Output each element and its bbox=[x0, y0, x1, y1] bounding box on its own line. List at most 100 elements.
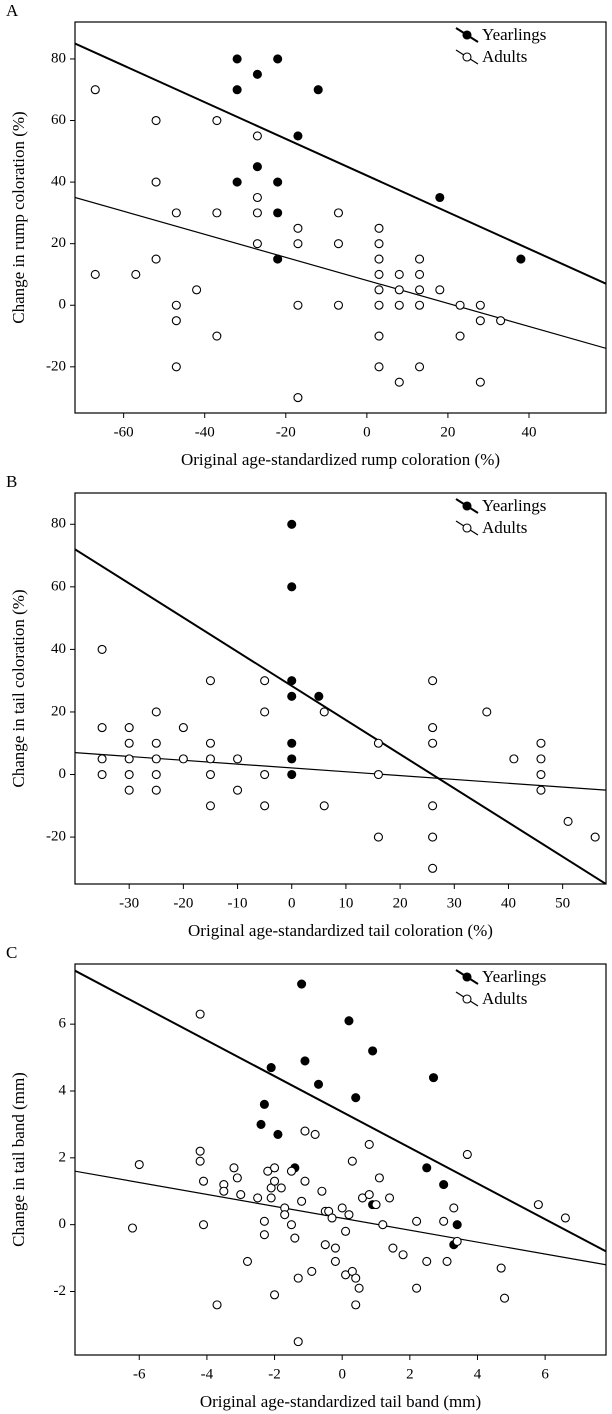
point bbox=[256, 1119, 266, 1129]
point bbox=[151, 738, 161, 748]
point bbox=[151, 707, 161, 717]
point bbox=[212, 331, 222, 341]
point bbox=[428, 863, 438, 873]
point bbox=[252, 162, 262, 172]
point bbox=[341, 1226, 351, 1236]
point bbox=[287, 738, 297, 748]
point bbox=[269, 1290, 280, 1300]
point bbox=[422, 1163, 432, 1173]
trend-line bbox=[75, 969, 606, 1253]
y-tick-label: 2 bbox=[59, 1149, 67, 1165]
point bbox=[286, 1166, 297, 1176]
point bbox=[252, 208, 262, 218]
legend-label: Yearlings bbox=[482, 496, 546, 515]
x-tick-label: -40 bbox=[195, 424, 215, 440]
point bbox=[212, 115, 222, 126]
y-tick-label: 0 bbox=[59, 766, 67, 782]
legend-marker bbox=[462, 972, 472, 982]
x-axis-title: Original age-standardized tail band (mm) bbox=[200, 1392, 481, 1411]
point bbox=[428, 738, 438, 748]
x-tick-label: 0 bbox=[338, 1366, 346, 1382]
point bbox=[320, 1240, 330, 1250]
point bbox=[317, 1186, 327, 1196]
y-tick-label: 40 bbox=[51, 641, 66, 657]
point bbox=[171, 316, 181, 326]
point bbox=[344, 1210, 354, 1220]
x-axis-title: Original age-standardized rump coloratio… bbox=[181, 450, 500, 469]
point bbox=[310, 1129, 320, 1139]
point bbox=[314, 691, 324, 701]
point bbox=[195, 1009, 205, 1019]
point bbox=[354, 1283, 364, 1293]
point bbox=[347, 1156, 357, 1166]
point bbox=[412, 1283, 422, 1293]
point bbox=[374, 300, 384, 310]
point bbox=[233, 754, 243, 764]
point bbox=[435, 285, 445, 295]
point bbox=[252, 131, 262, 141]
x-tick-label: 40 bbox=[521, 424, 536, 440]
point bbox=[374, 362, 384, 372]
x-tick-label: 4 bbox=[474, 1366, 482, 1382]
point bbox=[428, 832, 438, 842]
point bbox=[496, 316, 506, 326]
trend-line bbox=[75, 548, 606, 884]
x-tick-label: 40 bbox=[501, 895, 516, 911]
y-tick-label: 40 bbox=[51, 174, 66, 190]
point bbox=[422, 1256, 432, 1266]
x-tick-label: 10 bbox=[338, 895, 353, 911]
point bbox=[205, 738, 216, 748]
point bbox=[327, 1213, 337, 1223]
point bbox=[300, 1056, 310, 1066]
y-tick-label: 20 bbox=[51, 703, 66, 719]
point bbox=[198, 1220, 209, 1230]
point bbox=[212, 208, 222, 218]
point bbox=[287, 769, 297, 780]
x-tick-label: 30 bbox=[447, 895, 462, 911]
point bbox=[97, 723, 107, 733]
x-tick-label: 2 bbox=[406, 1366, 414, 1382]
point bbox=[293, 1337, 303, 1347]
point bbox=[455, 300, 465, 310]
y-tick-label: 6 bbox=[59, 1016, 67, 1032]
legend-label: Adults bbox=[482, 518, 527, 537]
point bbox=[374, 239, 384, 249]
y-axis-title: Change in tail band (mm) bbox=[9, 1072, 28, 1247]
legend-marker bbox=[462, 523, 472, 533]
panel-label: A bbox=[6, 1, 19, 20]
point bbox=[394, 300, 404, 310]
point bbox=[374, 285, 384, 295]
point bbox=[276, 1183, 286, 1193]
point bbox=[287, 676, 297, 686]
point bbox=[374, 1173, 384, 1183]
x-tick-label: 6 bbox=[541, 1366, 549, 1382]
point bbox=[499, 1293, 510, 1303]
point bbox=[351, 1300, 361, 1310]
point bbox=[475, 316, 485, 326]
x-tick-label: -10 bbox=[228, 895, 248, 911]
point bbox=[151, 785, 161, 795]
point bbox=[124, 738, 134, 748]
point bbox=[171, 362, 181, 372]
point bbox=[351, 1273, 361, 1283]
x-tick-label: -20 bbox=[173, 895, 193, 911]
point bbox=[428, 676, 438, 686]
point bbox=[313, 1079, 324, 1089]
point bbox=[151, 769, 161, 780]
point bbox=[287, 519, 297, 529]
point bbox=[124, 754, 134, 764]
point bbox=[414, 254, 425, 264]
y-tick-label: 60 bbox=[51, 112, 66, 128]
point bbox=[233, 785, 243, 795]
point bbox=[273, 1129, 283, 1139]
point bbox=[330, 1256, 340, 1266]
plot-frame bbox=[74, 492, 607, 885]
point bbox=[252, 239, 262, 249]
point bbox=[475, 377, 485, 387]
point bbox=[131, 269, 141, 280]
series bbox=[75, 42, 606, 285]
point bbox=[293, 300, 303, 310]
point bbox=[297, 979, 307, 989]
point bbox=[178, 754, 188, 764]
